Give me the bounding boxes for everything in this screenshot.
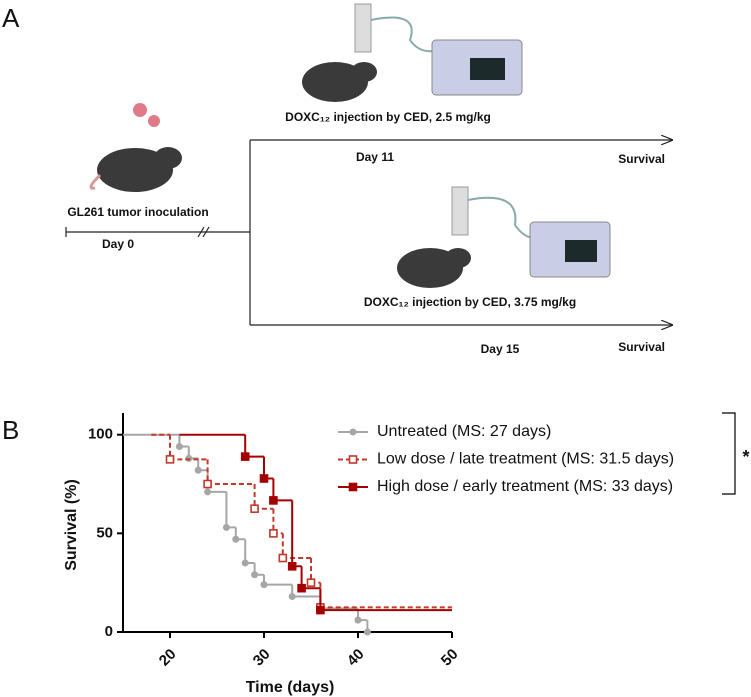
y-axis-label: Survival (%) [63,479,80,571]
data-point [259,474,269,483]
survival-step [291,584,321,598]
data-point [269,496,278,505]
label: GL261 tumor inoculation [67,205,208,219]
data-point [306,578,316,587]
significance: * [742,447,749,467]
y-tick-label: 0 [105,623,113,640]
mouse-icon [302,3,523,102]
survival-step [244,539,255,564]
data-point [240,452,250,461]
data-point [203,479,212,489]
y-tick-label: 50 [96,524,113,541]
data-point [222,523,230,531]
label: DOXC₁₂ injection by CED, 3.75 mg/kg [364,295,576,309]
data-point [165,455,175,464]
legend-marker [348,482,358,492]
data-point [363,628,371,636]
data-point [251,571,259,579]
data-point [250,504,259,513]
data-point [194,466,202,474]
data-point [260,581,268,589]
survival-step [206,459,255,486]
data-point [287,561,297,571]
x-tick-label: 50 [438,646,462,670]
survival-step [263,574,293,586]
data-point [241,559,249,567]
panel-label: A [2,3,20,33]
data-point [297,583,306,593]
data-point [354,616,362,624]
data-point [204,488,212,496]
label: Day 0 [102,237,134,251]
data-point [175,443,183,451]
y-tick-label: 100 [88,426,113,443]
legend-marker [349,428,357,436]
label: DOXC₁₂ injection by CED, 2.5 mg/kg [285,110,491,124]
x-tick-label: 40 [344,646,368,670]
survival-step [319,582,452,609]
data-point [232,535,240,543]
x-axis-label: Time (days) [246,679,335,696]
x-tick-label: 20 [156,646,180,670]
legend-label: Low dose / late treatment (MS: 31.5 days… [377,451,674,468]
survival-step [225,491,236,529]
legend-marker [348,455,358,464]
panel-label: B [2,415,19,445]
axis [122,413,452,633]
data-point [288,592,296,600]
x-tick-label: 30 [250,646,274,670]
legend-label: Untreated (MS: 27 days) [377,423,551,440]
survival-step [291,500,302,568]
mouse-icon [89,103,182,192]
data-point [316,605,325,615]
label: Survival [618,152,665,166]
mouse-icon [397,186,611,288]
significance-bracket [722,412,736,495]
data-point [269,529,278,538]
timeline [65,140,672,325]
label: Survival [618,340,665,354]
label: Day 15 [481,342,520,356]
legend-label: High dose / early treatment (MS: 33 days… [377,478,673,495]
label: Day 11 [356,150,394,164]
data-point [278,553,288,563]
